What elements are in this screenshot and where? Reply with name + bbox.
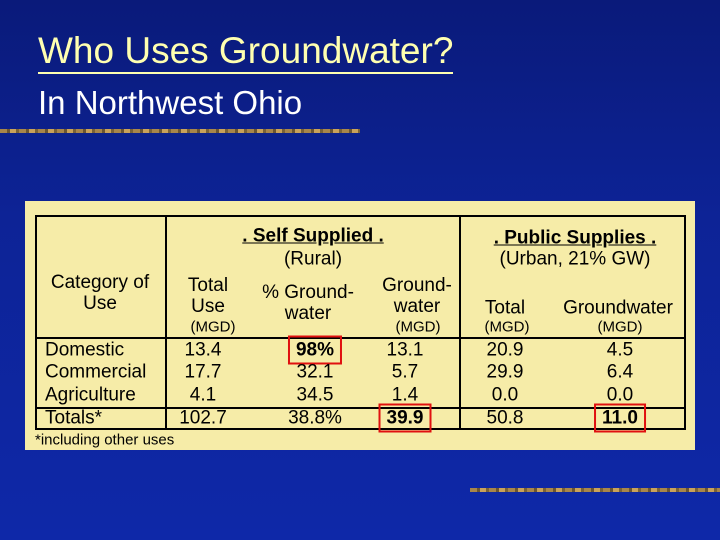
table-cell: 32.1 (296, 361, 334, 383)
column-header: Total (484, 297, 526, 319)
rule (35, 337, 686, 339)
table-cell: 34.5 (296, 384, 334, 406)
group-header: . Self Supplied . (242, 225, 384, 247)
footnote: *including other uses (35, 431, 175, 449)
table-cell: 102.7 (179, 407, 227, 429)
rule (459, 215, 461, 430)
group-note: (Rural) (283, 248, 343, 270)
row-label: Agriculture (45, 384, 136, 406)
row-label: Commercial (45, 361, 147, 383)
column-unit: (MGD) (597, 318, 643, 336)
table-cell: 20.9 (486, 339, 524, 361)
column-unit: (MGD) (484, 318, 530, 336)
row-label: Totals* (45, 407, 103, 429)
slide-subtitle: In Northwest Ohio (38, 84, 303, 121)
table-cell: 0.0 (606, 384, 634, 406)
decor-stripe (470, 488, 720, 492)
table-cell: 11.0 (594, 403, 646, 433)
table-cell: 4.1 (189, 384, 217, 406)
table-panel: . Self Supplied . (Rural) . Public Suppl… (25, 201, 695, 450)
rule (165, 215, 167, 430)
column-header: Total Use (187, 275, 229, 317)
table-border (35, 215, 686, 430)
table-cell: 1.4 (391, 384, 419, 406)
column-header: Ground-water (382, 275, 452, 317)
column-unit: (MGD) (190, 318, 236, 336)
table-cell: 13.4 (184, 339, 222, 361)
column-header: Groundwater (563, 297, 673, 319)
table-cell: 38.8% (288, 407, 342, 429)
table-cell: 29.9 (486, 361, 524, 383)
rule (35, 407, 686, 409)
slide-title: Who Uses Groundwater? (38, 30, 454, 74)
group-header: . Public Supplies . (493, 227, 657, 249)
table-cell: 39.9 (378, 403, 432, 433)
decor-stripe (0, 129, 360, 133)
table-cell: 4.5 (606, 339, 634, 361)
column-header: % Ground-water (262, 282, 354, 324)
table-cell: 50.8 (486, 407, 524, 429)
row-label: Domestic (45, 339, 125, 361)
table-cell: 0.0 (491, 384, 519, 406)
group-note: (Urban, 21% GW) (499, 248, 651, 270)
table-cell: 17.7 (184, 361, 222, 383)
table-cell: 13.1 (386, 339, 424, 361)
column-unit: (MGD) (395, 318, 441, 336)
table-cell: 5.7 (391, 361, 419, 383)
table-cell: 6.4 (606, 361, 634, 383)
table-cell: 98% (287, 335, 343, 365)
column-header: Category of Use (50, 272, 150, 314)
